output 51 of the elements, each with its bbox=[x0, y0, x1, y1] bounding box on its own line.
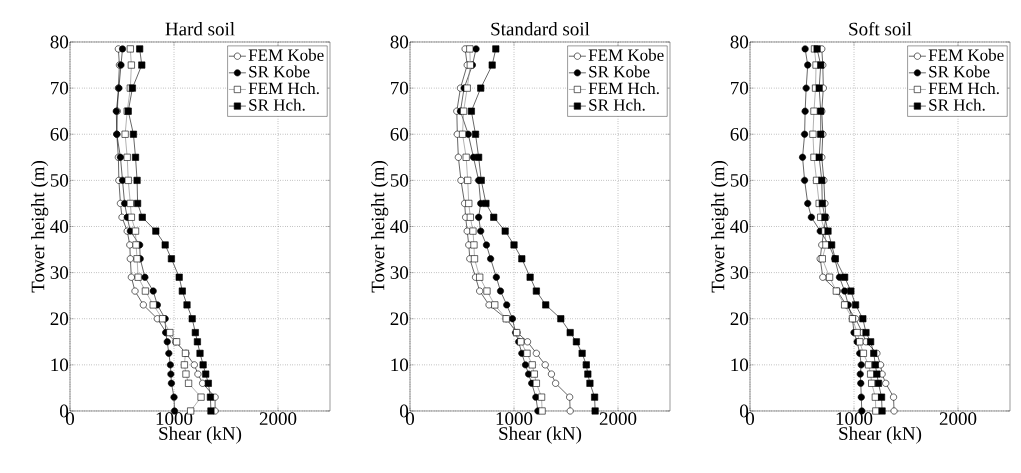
y-tick-label: 30 bbox=[50, 266, 69, 280]
x-tick-label: 2000 bbox=[939, 412, 977, 426]
y-axis-title: Tower height (m) bbox=[370, 160, 389, 293]
y-tick-label: 70 bbox=[731, 81, 749, 95]
y-tick-label: 60 bbox=[730, 127, 749, 141]
legend-label: SR Kobe bbox=[929, 65, 990, 78]
x-axis-title: Shear (kN) bbox=[159, 426, 242, 444]
y-tick-label: 80 bbox=[390, 35, 409, 49]
y-axis-title: Tower height (m) bbox=[710, 160, 729, 293]
y-tick-label: 40 bbox=[390, 220, 409, 233]
chart-title: Standard soil bbox=[491, 22, 590, 36]
y-tick-label: 50 bbox=[730, 173, 749, 187]
y-tick-label: 20 bbox=[390, 312, 409, 326]
y-tick-label: 20 bbox=[730, 312, 749, 326]
y-tick-label: 10 bbox=[51, 358, 69, 372]
y-tick-label: 30 bbox=[390, 266, 409, 280]
x-tick-label: 1000 bbox=[496, 412, 533, 426]
legend-label: SR Hch. bbox=[589, 98, 645, 111]
y-tick-label: 70 bbox=[391, 81, 409, 95]
y-tick-label: 40 bbox=[50, 220, 69, 233]
legend-label: FEM Hch. bbox=[928, 82, 999, 95]
y-tick-label: 50 bbox=[50, 173, 69, 187]
legend-label: SR Hch. bbox=[929, 98, 985, 111]
y-tick-label: 40 bbox=[730, 220, 749, 233]
y-tick-label: 80 bbox=[730, 35, 749, 49]
legend-label: FEM Hch. bbox=[588, 82, 659, 95]
x-tick-label: 2000 bbox=[599, 412, 637, 426]
y-tick-label: 50 bbox=[390, 173, 409, 187]
y-tick-label: 80 bbox=[50, 35, 69, 49]
y-tick-label: 60 bbox=[390, 127, 409, 141]
y-axis-title: Tower height (m) bbox=[30, 160, 49, 293]
legend-label: FEM Kobe bbox=[248, 48, 324, 61]
y-tick-label: 60 bbox=[50, 127, 69, 141]
legend-label: FEM Kobe bbox=[588, 48, 664, 61]
legend-label: SR Kobe bbox=[589, 65, 650, 78]
y-tick-label: 70 bbox=[51, 81, 69, 95]
legend-label: SR Kobe bbox=[249, 65, 310, 78]
chart-title: Soft soil bbox=[849, 21, 912, 36]
legend-label: SR Hch. bbox=[249, 98, 305, 111]
x-tick-label: 1000 bbox=[156, 412, 193, 426]
x-axis-title: Shear (kN) bbox=[499, 426, 582, 444]
x-tick-label: 1000 bbox=[836, 412, 873, 426]
chart-title: Hard soil bbox=[165, 22, 235, 36]
legend-label: FEM Kobe bbox=[928, 48, 1004, 61]
x-axis-title: Shear (kN) bbox=[839, 426, 922, 444]
legend-label: FEM Hch. bbox=[248, 82, 319, 95]
y-tick-label: 10 bbox=[731, 358, 749, 372]
y-tick-label: 30 bbox=[730, 266, 749, 280]
x-tick-label: 2000 bbox=[259, 412, 297, 426]
y-tick-label: 10 bbox=[391, 358, 409, 372]
y-tick-label: 20 bbox=[50, 312, 69, 326]
